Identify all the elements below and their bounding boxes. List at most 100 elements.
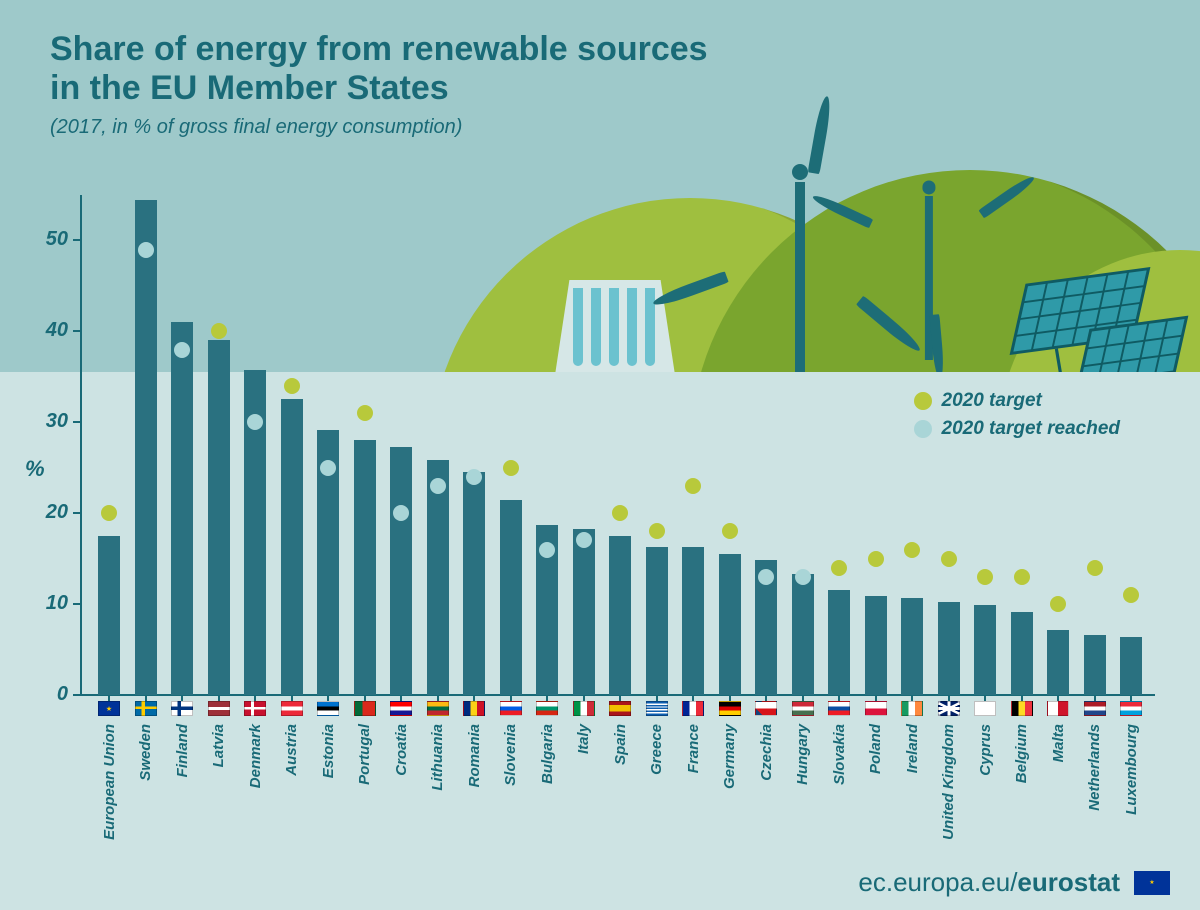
- x-category: Slovenia: [497, 695, 525, 786]
- flag-icon: [938, 701, 960, 716]
- target-dot: [904, 542, 920, 558]
- flag-icon: [500, 701, 522, 716]
- x-label: Poland: [867, 724, 884, 774]
- x-category: Ireland: [898, 695, 926, 773]
- x-label: Latvia: [210, 724, 227, 767]
- flag-icon: [536, 701, 558, 716]
- flag-icon: [974, 701, 996, 716]
- y-axis-label: %: [25, 456, 45, 482]
- y-tick-label: 50: [30, 228, 68, 251]
- x-label: Malta: [1050, 724, 1067, 762]
- target-reached-dot: [174, 342, 190, 358]
- bar: [1084, 635, 1106, 695]
- bar: [1047, 630, 1069, 695]
- bar: [1011, 612, 1033, 695]
- flag-icon: [135, 701, 157, 716]
- target-reached-dot: [576, 532, 592, 548]
- target-dot: [284, 378, 300, 394]
- x-label: Luxembourg: [1123, 724, 1140, 815]
- target-dot: [941, 551, 957, 567]
- x-label: Spain: [612, 724, 629, 765]
- x-label: Estonia: [320, 724, 337, 778]
- x-label: Austria: [283, 724, 300, 776]
- y-tick: [73, 421, 80, 423]
- flag-icon: [901, 701, 923, 716]
- bar: [682, 547, 704, 695]
- target-dot: [503, 460, 519, 476]
- flag-icon: [390, 701, 412, 716]
- footer: ec.europa.eu/eurostat ★: [858, 867, 1170, 898]
- flag-icon: [682, 701, 704, 716]
- y-tick: [73, 603, 80, 605]
- x-label: Slovenia: [502, 724, 519, 786]
- flag-icon: ★: [98, 701, 120, 716]
- x-category: Belgium: [1008, 695, 1036, 783]
- flag-icon: [354, 701, 376, 716]
- target-dot: [649, 523, 665, 539]
- x-category: Czechia: [752, 695, 780, 781]
- y-tick-label: 30: [30, 410, 68, 433]
- x-category: Greece: [643, 695, 671, 775]
- x-label: United Kingdom: [940, 724, 957, 840]
- target-reached-dot: [320, 460, 336, 476]
- x-label: Greece: [648, 724, 665, 775]
- bar: [865, 596, 887, 695]
- bar: [901, 598, 923, 695]
- flag-icon: [719, 701, 741, 716]
- x-label: Denmark: [247, 724, 264, 788]
- x-category: Cyprus: [971, 695, 999, 776]
- x-category: Austria: [278, 695, 306, 776]
- bar: [135, 200, 157, 695]
- target-dot: [101, 505, 117, 521]
- x-category: ★European Union: [95, 695, 123, 840]
- y-axis: [80, 195, 82, 695]
- flag-icon: [609, 701, 631, 716]
- x-category: Portugal: [351, 695, 379, 785]
- x-label: Czechia: [758, 724, 775, 781]
- flag-icon: [281, 701, 303, 716]
- x-category: Luxembourg: [1117, 695, 1145, 815]
- bar-chart: % 01020304050★European UnionSwedenFinlan…: [80, 195, 1155, 695]
- flag-icon: [244, 701, 266, 716]
- target-reached-dot: [430, 478, 446, 494]
- x-category: Germany: [716, 695, 744, 789]
- x-category: Malta: [1044, 695, 1072, 762]
- flag-icon: [317, 701, 339, 716]
- target-dot: [1014, 569, 1030, 585]
- flag-icon: [865, 701, 887, 716]
- y-tick-label: 40: [30, 319, 68, 342]
- subtitle: (2017, in % of gross final energy consum…: [50, 116, 708, 139]
- target-dot: [722, 523, 738, 539]
- x-category: Poland: [862, 695, 890, 774]
- x-category: Estonia: [314, 695, 342, 778]
- bar: [208, 340, 230, 695]
- x-label: Netherlands: [1086, 724, 1103, 811]
- flag-icon: [1084, 701, 1106, 716]
- eu-flag-icon: ★: [1134, 871, 1170, 895]
- bar: [646, 547, 668, 695]
- target-reached-dot: [758, 569, 774, 585]
- flag-icon: [646, 701, 668, 716]
- x-category: Hungary: [789, 695, 817, 785]
- x-category: Croatia: [387, 695, 415, 776]
- footer-link: ec.europa.eu/eurostat: [858, 867, 1120, 898]
- bar: [974, 605, 996, 695]
- flag-icon: [1120, 701, 1142, 716]
- bar: [98, 536, 120, 695]
- title-line1: Share of energy from renewable sources: [50, 30, 708, 69]
- y-tick: [73, 694, 80, 696]
- target-dot: [868, 551, 884, 567]
- x-label: Slovakia: [831, 724, 848, 785]
- target-reached-dot: [795, 569, 811, 585]
- x-label: Croatia: [393, 724, 410, 776]
- target-dot: [1087, 560, 1103, 576]
- x-category: Sweden: [132, 695, 160, 781]
- target-dot: [685, 478, 701, 494]
- footer-plain: ec.europa.eu/: [858, 867, 1017, 897]
- target-dot: [977, 569, 993, 585]
- x-category: Bulgaria: [533, 695, 561, 784]
- x-category: United Kingdom: [935, 695, 963, 840]
- x-category: Romania: [460, 695, 488, 787]
- x-category: Spain: [606, 695, 634, 765]
- x-category: Latvia: [205, 695, 233, 767]
